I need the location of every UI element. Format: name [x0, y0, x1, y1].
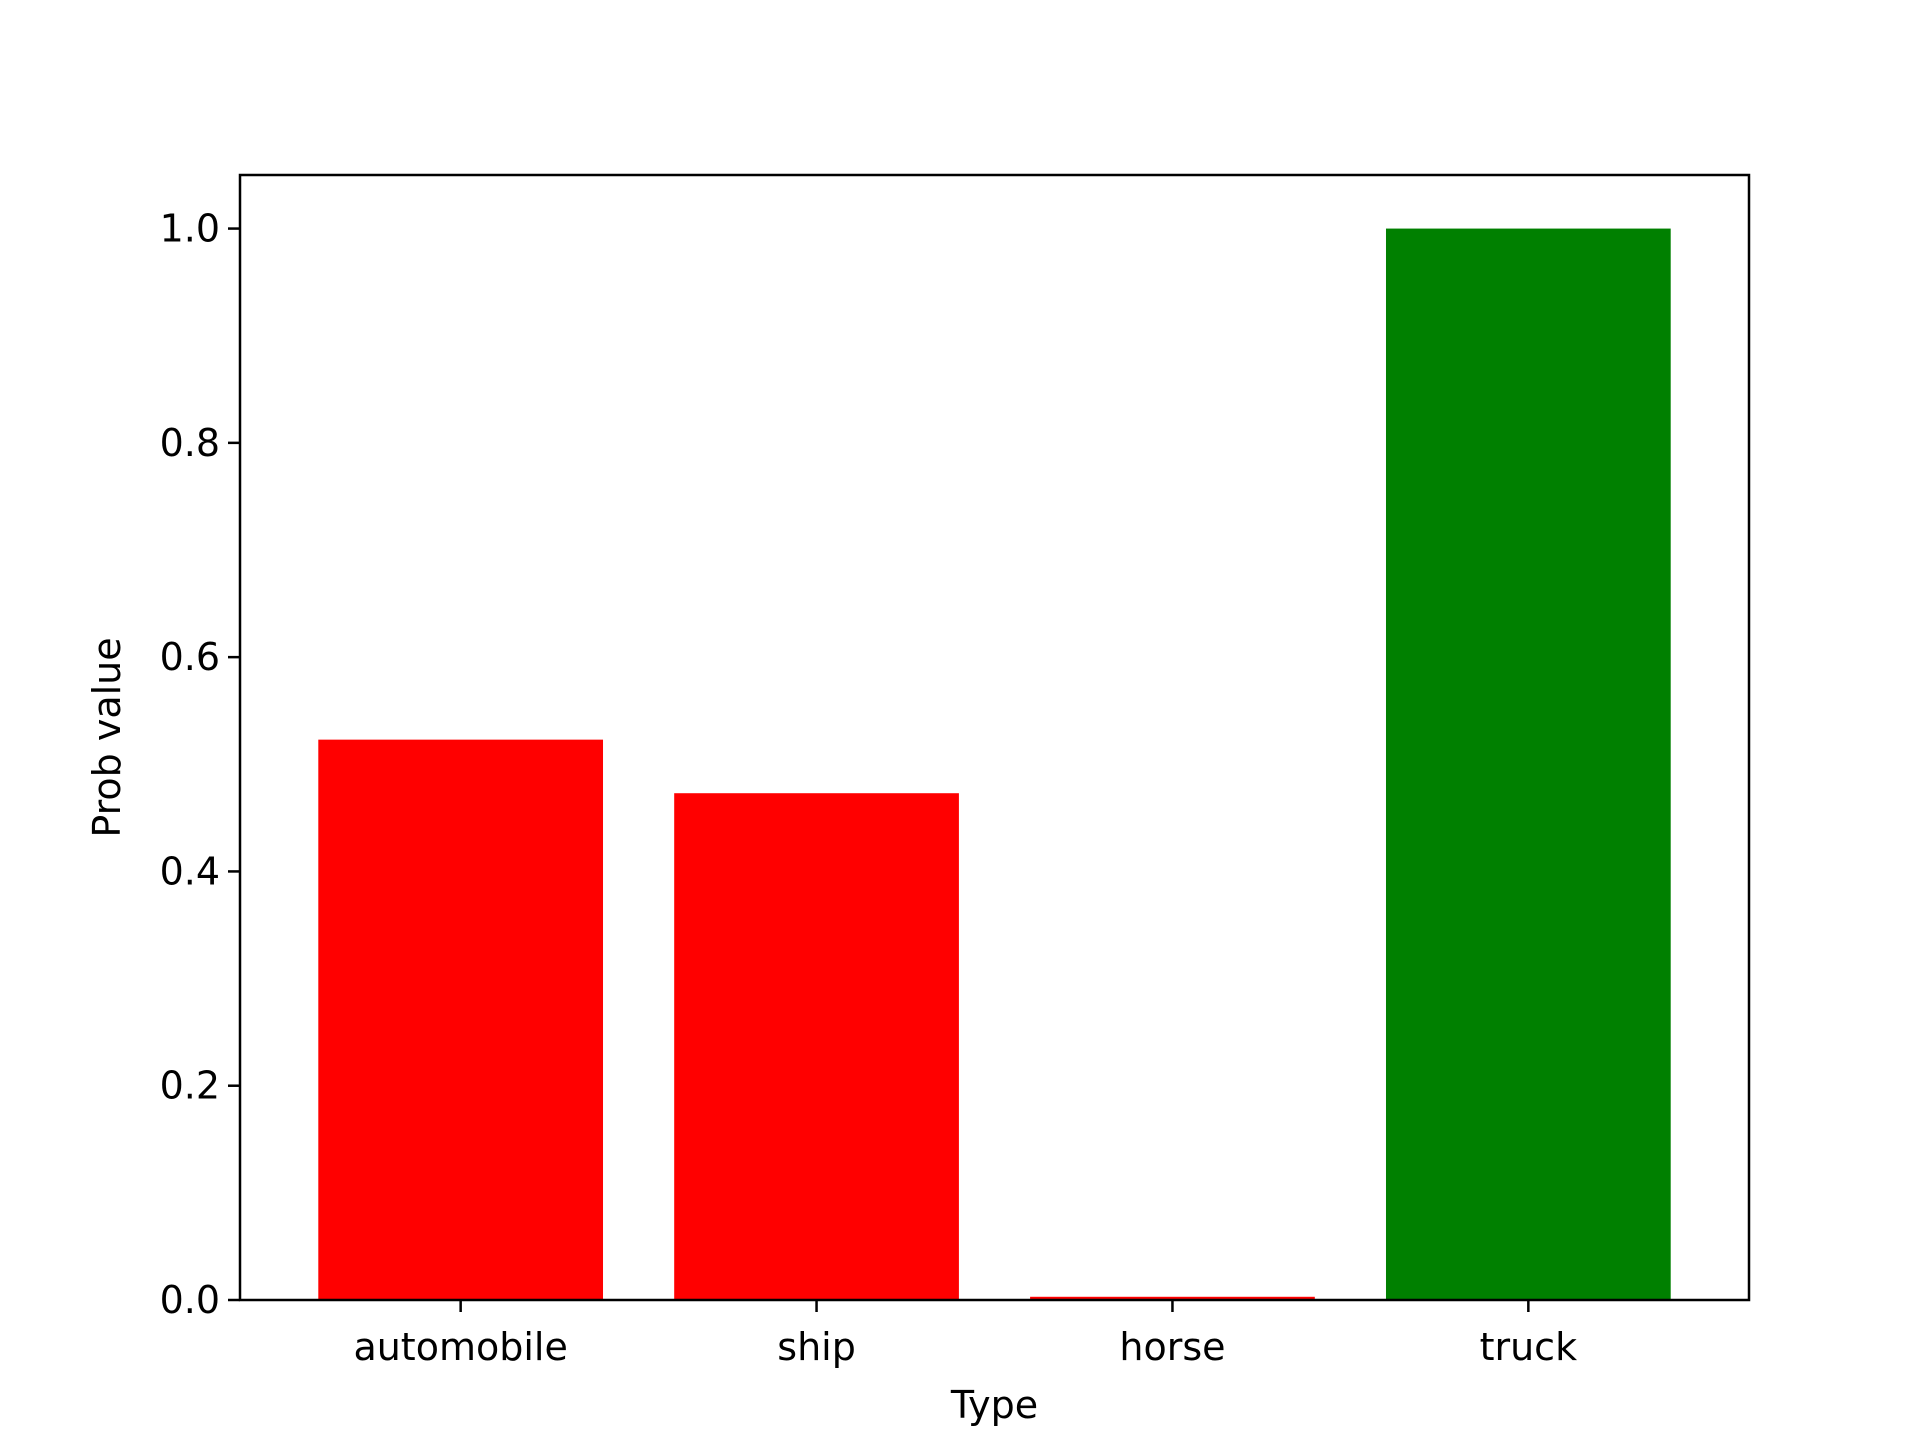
- y-axis-ticks: 0.0 0.2 0.4 0.6 0.8 1.0: [160, 207, 240, 1322]
- x-tick-label-horse: horse: [1119, 1325, 1225, 1369]
- bar-horse: [1030, 1296, 1315, 1300]
- x-axis-label: Type: [950, 1383, 1038, 1427]
- bar-truck: [1385, 228, 1671, 1301]
- x-tick-label-ship: ship: [777, 1325, 856, 1369]
- y-tick-label: 0.6: [160, 635, 220, 679]
- bars-group: [318, 228, 1671, 1301]
- y-axis-label: Prob value: [85, 637, 129, 837]
- bar-ship: [674, 793, 959, 1300]
- y-tick-label: 0.8: [160, 421, 220, 465]
- y-tick-label: 0.4: [160, 849, 220, 893]
- y-tick-label: 1.0: [160, 207, 220, 251]
- x-tick-label-automobile: automobile: [353, 1325, 567, 1369]
- x-tick-label-truck: truck: [1480, 1325, 1578, 1369]
- y-tick-label: 0.0: [160, 1278, 220, 1322]
- y-tick-label: 0.2: [160, 1064, 220, 1108]
- bar-automobile: [318, 739, 604, 1300]
- plot-frame: [238, 173, 1751, 1302]
- x-axis-ticks: automobile ship horse truck: [353, 1300, 1577, 1369]
